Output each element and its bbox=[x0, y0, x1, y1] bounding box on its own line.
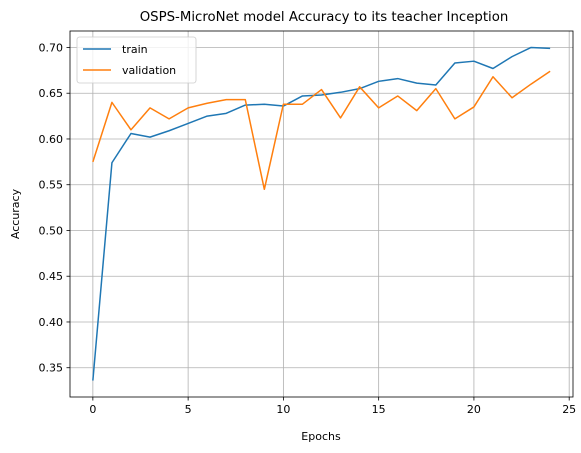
y-tick-label: 0.50 bbox=[39, 224, 64, 237]
x-axis-ticks: 0 5 10 15 20 25 bbox=[89, 397, 576, 416]
x-tick-label: 15 bbox=[372, 403, 386, 416]
y-tick-label: 0.45 bbox=[39, 270, 64, 283]
x-axis-label: Epochs bbox=[301, 430, 341, 443]
plot-frame bbox=[69, 30, 574, 398]
x-tick-label: 20 bbox=[467, 403, 481, 416]
y-axis-ticks: 0.35 0.40 0.45 0.50 0.55 0.60 0.65 0.70 bbox=[39, 41, 70, 375]
x-tick-label: 5 bbox=[185, 403, 192, 416]
x-tick-label: 10 bbox=[276, 403, 290, 416]
y-tick-label: 0.40 bbox=[39, 316, 64, 329]
y-tick-label: 0.35 bbox=[39, 362, 64, 375]
legend-label-validation: validation bbox=[122, 64, 176, 77]
series-line-validation bbox=[92, 70, 551, 191]
series-line-train bbox=[92, 46, 551, 381]
chart-title: OSPS-MicroNet model Accuracy to its teac… bbox=[140, 10, 509, 25]
y-tick-label: 0.65 bbox=[39, 87, 64, 100]
legend-label-train: train bbox=[122, 43, 148, 56]
y-tick-label: 0.55 bbox=[39, 179, 64, 192]
y-tick-label: 0.60 bbox=[39, 133, 64, 146]
y-axis-label: Accuracy bbox=[9, 188, 22, 239]
x-tick-label: 25 bbox=[562, 403, 576, 416]
legend: train validation bbox=[76, 36, 197, 84]
y-tick-label: 0.70 bbox=[39, 41, 64, 54]
grid bbox=[70, 31, 573, 397]
series-lines bbox=[92, 46, 551, 381]
x-tick-label: 0 bbox=[89, 403, 96, 416]
